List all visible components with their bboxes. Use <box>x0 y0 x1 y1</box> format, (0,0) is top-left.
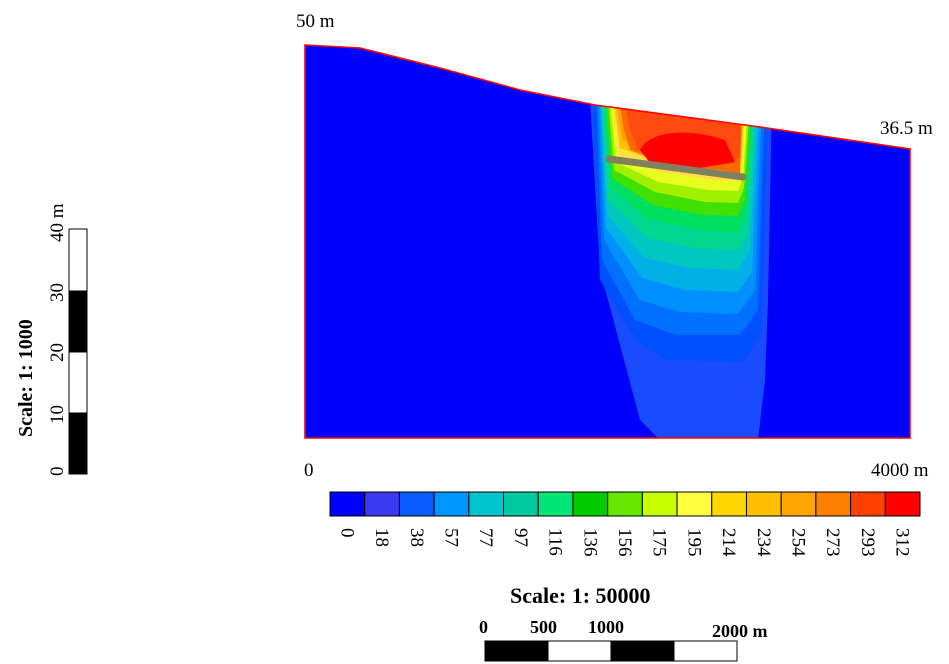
legend-swatch <box>745 491 782 517</box>
vertical-scale-tick-0: 0 <box>47 467 68 477</box>
color-legend: 0 18 38 57 77 97 116 136 156 175 195 214 234 254 273 29… <box>329 491 921 557</box>
legend-value-label: 175 <box>649 528 670 557</box>
horizontal-scale-tick-500: 500 <box>530 617 557 637</box>
vertical-scale-segment-2 <box>68 290 88 353</box>
legend-value-label: 57 <box>440 528 461 547</box>
legend-value-label: 195 <box>683 528 704 557</box>
origin-label: 0 <box>304 460 314 481</box>
drain-bar <box>605 155 747 181</box>
legend-swatch <box>364 491 400 517</box>
legend-swatch <box>398 491 435 517</box>
legend-value-label: 273 <box>822 528 843 557</box>
left-height-label: 50 m <box>296 11 335 32</box>
legend-swatch <box>433 491 470 517</box>
legend-swatch <box>884 491 921 517</box>
vertical-scale-title: Scale: 1: 1000 <box>15 319 37 437</box>
length-label: 4000 m <box>871 460 929 481</box>
legend-value-label: 136 <box>579 528 600 557</box>
vertical-scale-segment-0 <box>68 412 88 475</box>
horizontal-scale-segment-0 <box>484 640 549 662</box>
legend-value-label: 293 <box>857 528 878 557</box>
legend-swatch <box>503 491 539 517</box>
legend-value-label: 254 <box>788 528 809 557</box>
right-height-label: 36.5 m <box>880 118 933 139</box>
legend-swatch <box>676 491 713 517</box>
horizontal-scale-title: Scale: 1: 50000 <box>510 583 651 608</box>
horizontal-scale-tick-1000: 1000 <box>588 617 624 637</box>
horizontal-scale-bar: 0 500 1000 2000 m <box>479 617 768 662</box>
legend-swatch <box>572 491 609 517</box>
vertical-scale-bar: 0 10 20 30 40 m Scale: 1: 1000 <box>15 203 88 477</box>
horizontal-scale-segment-2 <box>610 640 675 662</box>
vertical-scale-segment-1 <box>68 351 88 414</box>
legend-value-label: 97 <box>510 528 531 547</box>
horizontal-scale-tick-2000: 2000 m <box>712 621 768 641</box>
legend-swatch <box>537 491 574 517</box>
legend-value-label: 214 <box>718 528 739 557</box>
vertical-scale-tick-40: 40 m <box>47 203 68 242</box>
legend-swatch <box>468 491 505 517</box>
legend-swatch <box>641 491 678 517</box>
legend-value-label: 38 <box>406 528 427 547</box>
legend-swatch <box>850 491 886 517</box>
contour-core <box>640 132 735 168</box>
legend-swatch <box>329 491 366 517</box>
section-outline <box>304 44 911 439</box>
horizontal-scale-segment-3 <box>673 640 738 662</box>
horizontal-scale-tick-0: 0 <box>479 617 488 637</box>
vertical-scale-tick-10: 10 <box>47 405 68 424</box>
vertical-scale-tick-20: 20 <box>47 343 68 362</box>
vertical-scale-tick-30: 30 <box>47 283 68 302</box>
horizontal-scale-segment-1 <box>547 640 612 662</box>
legend-value-label: 0 <box>336 528 357 538</box>
legend-value-label: 312 <box>892 528 913 557</box>
legend-swatch <box>607 491 643 517</box>
legend-swatch <box>815 491 852 517</box>
legend-value-label: 18 <box>371 528 392 547</box>
section-body <box>304 44 911 439</box>
legend-swatch <box>711 491 747 517</box>
legend-value-label: 77 <box>475 528 496 547</box>
legend-value-label: 116 <box>545 528 566 556</box>
legend-value-label: 156 <box>614 528 635 557</box>
legend-swatch <box>780 491 817 517</box>
vertical-scale-segment-3 <box>68 228 88 292</box>
legend-value-label: 234 <box>753 528 774 557</box>
